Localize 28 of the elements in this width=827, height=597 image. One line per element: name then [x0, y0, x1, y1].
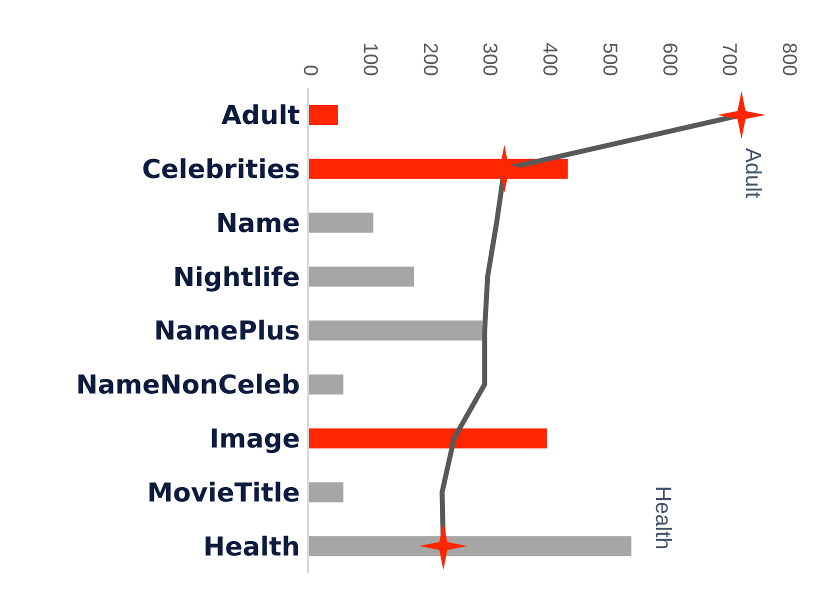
x-tick-label: 100	[358, 42, 381, 76]
x-tick-label: 800	[778, 42, 800, 76]
bar	[308, 105, 338, 125]
bar	[308, 482, 344, 502]
y-tick-label: NameNonCeleb	[76, 370, 300, 401]
annotation: Adult	[740, 148, 766, 198]
bar	[308, 212, 374, 233]
y-tick-label: Adult	[221, 101, 300, 132]
x-tick-label: 500	[598, 42, 620, 76]
y-tick-label: Health	[203, 532, 300, 562]
x-tick-label: 300	[478, 42, 501, 76]
x-tick-label: 400	[538, 42, 560, 76]
bar	[308, 374, 344, 394]
y-tick-label: NamePlus	[154, 316, 300, 347]
x-tick-label: 700	[718, 42, 740, 76]
annotation: Health	[650, 486, 676, 550]
x-tick-label: 0	[299, 64, 321, 76]
y-tick-label: Image	[209, 424, 300, 455]
y-tick-label: Nightlife	[173, 262, 300, 293]
bar	[308, 536, 632, 556]
y-tick-label: Celebrities	[142, 155, 300, 186]
x-tick-label: 600	[658, 42, 680, 76]
bar	[308, 320, 482, 341]
y-tick-label: MovieTitle	[147, 478, 300, 508]
bar	[308, 266, 414, 287]
y-tick-label: Name	[216, 208, 300, 239]
bar	[308, 428, 547, 448]
x-tick-label: 200	[418, 42, 441, 76]
